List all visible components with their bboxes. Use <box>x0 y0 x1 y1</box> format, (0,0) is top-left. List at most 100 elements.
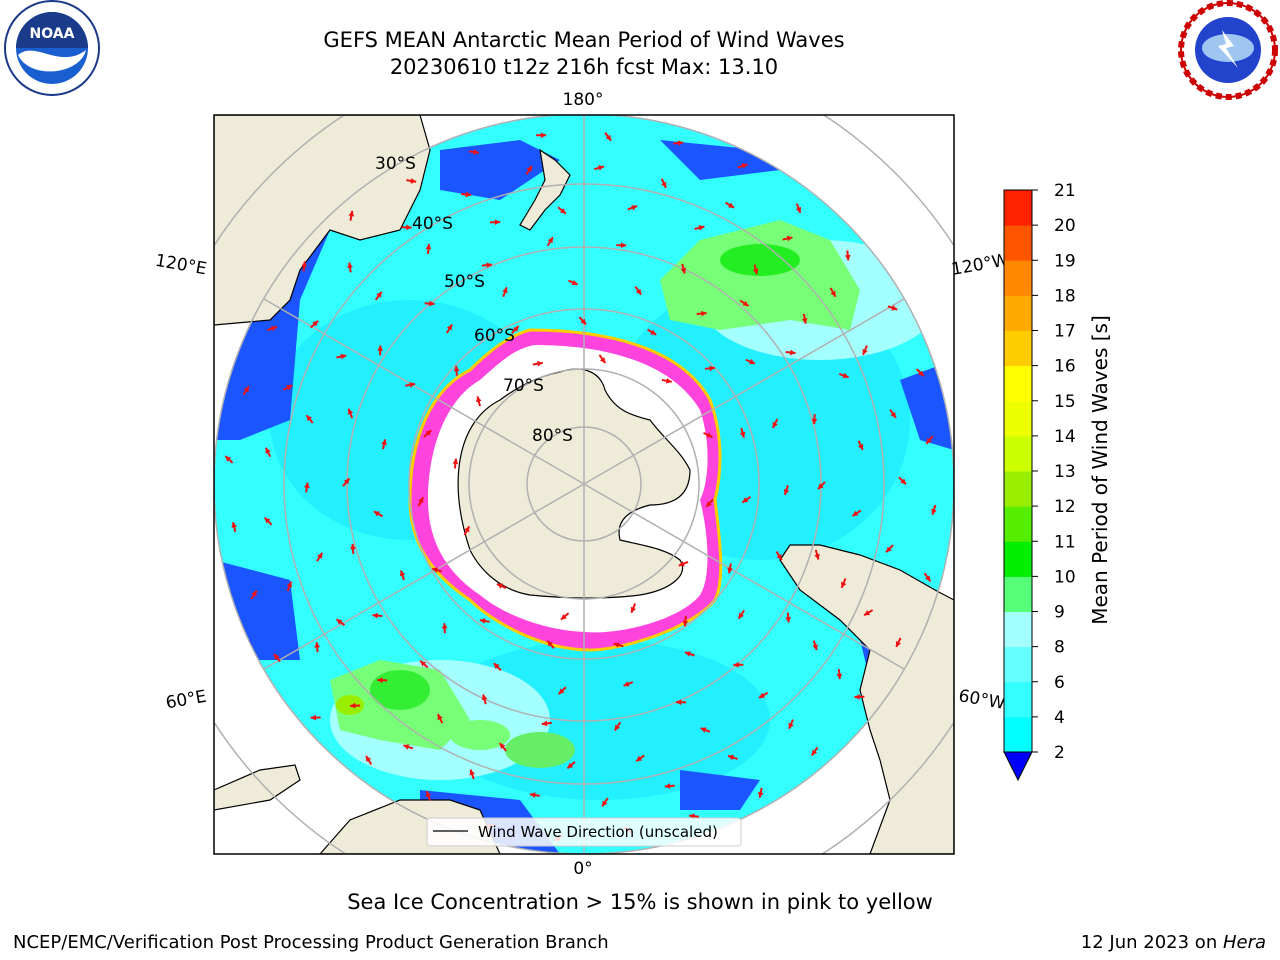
wind-arrow-head <box>580 318 587 325</box>
colorbar-label: Mean Period of Wind Waves [s] <box>1088 315 1112 625</box>
wind-arrow-head <box>453 365 460 372</box>
wind-arrow-head <box>862 348 868 355</box>
lon-label-60e: 60°E <box>164 687 208 714</box>
colorbar-tick-label: 15 <box>1054 392 1076 412</box>
wind-arrow-head <box>812 644 818 651</box>
wind-arrow-head <box>541 720 548 727</box>
wind-arrow-head <box>381 439 387 446</box>
wind-arrow-head <box>785 617 792 623</box>
wind-arrow-head <box>900 478 906 485</box>
wind-arrow-head <box>864 610 871 616</box>
wind-arrow-head <box>886 546 892 553</box>
map-area[interactable]: 30°S 40°S 50°S 60°S 70°S 80°S Wind Wave … <box>144 44 1024 924</box>
colorbar-tick-label: 8 <box>1054 638 1065 658</box>
colorbar-segment <box>1004 365 1032 402</box>
noaa-logo: NOAA <box>4 0 100 96</box>
wind-arrow-head <box>429 300 435 307</box>
nws-logo <box>1178 0 1278 100</box>
colorbar-segment <box>1004 716 1032 753</box>
wind-arrow-head <box>264 517 271 524</box>
new-zealand <box>519 148 571 231</box>
wind-arrow-head <box>465 191 472 198</box>
wind-arrow-head <box>599 357 606 364</box>
colorbar-tick-label: 14 <box>1054 427 1076 447</box>
wind-arrow-head <box>446 324 453 331</box>
colorbar-tick-label: 12 <box>1054 497 1076 517</box>
colorbar-tick-label: 4 <box>1054 708 1065 728</box>
wind-arrow-head <box>664 783 671 789</box>
svg-text:NOAA: NOAA <box>30 26 75 42</box>
colorbar-tick-label: 19 <box>1054 251 1076 271</box>
wind-arrow-head <box>271 325 277 332</box>
wind-arrow-head <box>854 694 860 700</box>
wind-arrow-head <box>286 581 293 588</box>
wind-arrow-head <box>441 623 448 629</box>
colorbar-segment <box>1004 400 1032 437</box>
legend: Wind Wave Direction (unscaled) <box>426 817 742 847</box>
wind-arrow-head <box>811 749 818 756</box>
colorbar-tick-label: 20 <box>1054 216 1076 236</box>
madagascar <box>214 764 301 811</box>
wind-arrow-head <box>636 755 643 762</box>
wind-arrow-head <box>844 254 851 261</box>
wind-arrow-head <box>567 762 574 769</box>
wind-arrow-head <box>752 268 759 275</box>
wind-arrow-head <box>502 287 508 294</box>
wind-arrow-head <box>499 743 506 750</box>
wind-arrow-head <box>347 408 354 415</box>
wind-arrow-head <box>677 140 684 146</box>
wind-arrow-head <box>757 791 764 798</box>
wind-arrow-head <box>926 437 932 444</box>
wind-arrow-head <box>631 205 638 211</box>
wind-arrow-head <box>336 619 343 625</box>
wind-arrow-head <box>811 418 818 425</box>
wind-arrow-head <box>678 561 685 567</box>
wind-arrow-head <box>795 206 802 213</box>
wind-arrow-head <box>700 727 707 733</box>
wind-arrow-head <box>749 358 756 365</box>
colorbar-tick-label: 21 <box>1054 181 1076 201</box>
wind-arrow-head <box>706 432 713 438</box>
wind-arrow-head <box>306 415 313 422</box>
ice-note: Sea Ice Concentration > 15% is shown in … <box>347 890 933 914</box>
colorbar-segment <box>1004 225 1032 261</box>
wind-arrow-head <box>473 149 479 155</box>
wind-arrow-head <box>425 791 432 798</box>
lat-label-80s: 80°S <box>532 426 573 446</box>
wind-arrow-head <box>373 511 380 517</box>
wind-arrow-head <box>738 612 744 619</box>
wind-arrow-head <box>783 488 790 495</box>
colorbar-segment <box>1004 295 1032 331</box>
wind-arrow-head <box>682 620 689 627</box>
wind-arrow-head <box>818 483 824 490</box>
wind-arrow-head <box>529 792 536 798</box>
lon-label-120w: 120°W <box>950 250 1011 280</box>
wind-arrow-head <box>788 722 794 729</box>
colorbar-segment <box>1004 260 1032 296</box>
wind-arrow-head <box>623 681 630 687</box>
wind-arrow-head <box>251 590 257 597</box>
wind-arrow-head <box>801 318 808 324</box>
lat-label-30s: 30°S <box>375 154 416 174</box>
wind-arrow-head <box>605 134 612 141</box>
wind-arrow-head <box>418 497 424 504</box>
colorbar-tick-label: 13 <box>1054 462 1076 482</box>
australia <box>214 115 431 326</box>
colorbar-segment <box>1004 506 1032 542</box>
wind-arrow-head <box>350 543 356 550</box>
wind-arrow-head <box>842 372 849 379</box>
wind-arrow-head <box>410 178 417 184</box>
colorbar-segment <box>1004 190 1032 226</box>
lon-label-60w: 60°W <box>957 686 1007 714</box>
wind-arrow-head <box>709 365 715 372</box>
wind-arrow-head <box>425 430 432 436</box>
colorbar-segment <box>1004 681 1032 718</box>
wind-arrow-head <box>399 570 406 577</box>
wind-arrow-head <box>273 653 280 660</box>
colorbar-segment <box>1004 611 1032 648</box>
wind-arrow-head <box>406 224 412 231</box>
wind-arrow-head <box>661 181 667 188</box>
wind-arrow-head <box>403 744 410 750</box>
wind-arrow-head <box>350 702 356 709</box>
